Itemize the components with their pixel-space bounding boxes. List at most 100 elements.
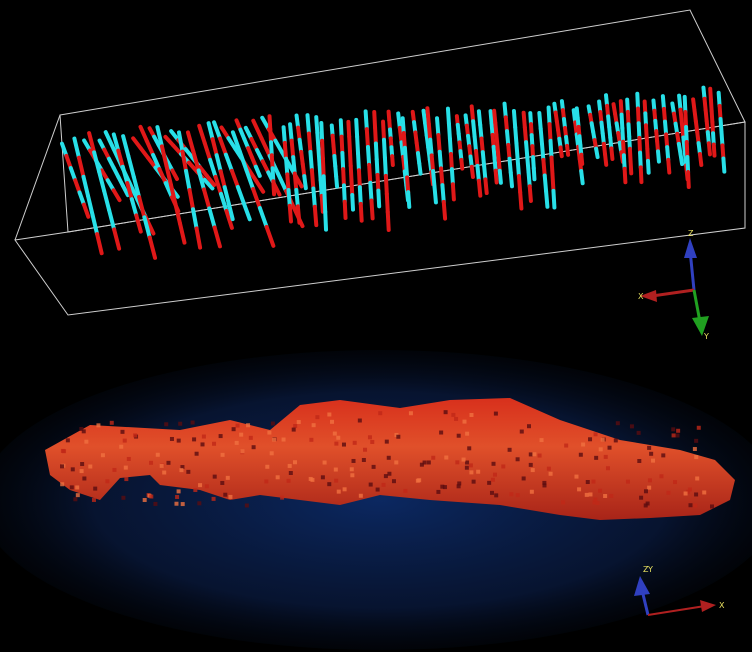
- drillhole-segment: [440, 152, 441, 169]
- voxel: [694, 492, 698, 496]
- voxel: [494, 412, 498, 416]
- drillhole-segment: [526, 142, 527, 157]
- drillhole-segment: [273, 181, 274, 194]
- voxel: [647, 486, 651, 490]
- voxel: [382, 483, 386, 487]
- voxel: [293, 424, 297, 428]
- drillhole-segment: [567, 146, 568, 155]
- drillhole-segment: [378, 191, 379, 207]
- voxel: [639, 496, 643, 500]
- voxel: [327, 482, 331, 486]
- drillhole-segment: [323, 159, 324, 177]
- voxel: [198, 483, 202, 487]
- voxel: [160, 464, 164, 468]
- voxel: [143, 498, 147, 502]
- drillhole-segment: [681, 110, 682, 124]
- voxel: [174, 502, 178, 506]
- voxel: [96, 423, 100, 427]
- drillhole-segment: [461, 160, 462, 169]
- voxel: [164, 422, 168, 426]
- drillhole-segment: [296, 190, 298, 206]
- voxel: [462, 420, 466, 424]
- drillhole-segment: [284, 127, 285, 143]
- drillhole-segment: [520, 192, 521, 208]
- voxel: [219, 434, 223, 438]
- voxel: [228, 495, 232, 499]
- voxel: [246, 423, 250, 427]
- drillhole-segment: [475, 136, 476, 151]
- voxel: [334, 442, 338, 446]
- drillhole-segment: [316, 117, 317, 133]
- drillhole-segment: [419, 163, 420, 173]
- voxel: [444, 456, 448, 460]
- drillhole-segment: [507, 131, 508, 145]
- voxel: [697, 426, 701, 430]
- voxel: [334, 479, 338, 483]
- drillhole-segment: [581, 155, 582, 164]
- voxel: [289, 471, 293, 475]
- drillhole-segment: [437, 118, 438, 135]
- voxel: [350, 467, 354, 471]
- voxel: [323, 461, 327, 465]
- voxel: [82, 429, 86, 433]
- drillhole-segment: [479, 111, 480, 125]
- drillhole-segment: [290, 206, 291, 222]
- voxel: [579, 453, 583, 457]
- drillhole-segment: [321, 180, 322, 196]
- drillhole-segment: [624, 155, 625, 169]
- voxel: [236, 424, 240, 428]
- drillhole-segment: [350, 151, 351, 166]
- voxel: [462, 458, 466, 462]
- voxel: [264, 479, 268, 483]
- drillhole-segment: [341, 120, 342, 136]
- drillhole-segment: [552, 157, 553, 174]
- voxel: [212, 442, 216, 446]
- voxel: [270, 451, 274, 455]
- voxel: [267, 431, 271, 435]
- voxel: [179, 468, 183, 472]
- drillhole-segment: [631, 161, 632, 173]
- voxel: [76, 493, 80, 497]
- drillhole-segment: [479, 181, 480, 196]
- drillhole-segment: [285, 143, 286, 159]
- drillhole-segment: [688, 172, 689, 187]
- voxel: [334, 468, 338, 472]
- voxel: [156, 453, 160, 457]
- voxel: [454, 417, 458, 421]
- voxel: [221, 453, 225, 457]
- voxel: [492, 462, 496, 466]
- drillhole-segment: [451, 154, 452, 169]
- voxel: [493, 473, 497, 477]
- voxel: [465, 466, 469, 470]
- voxel: [170, 437, 174, 441]
- drillhole-segment: [450, 139, 451, 154]
- voxel: [585, 493, 589, 497]
- drillhole-segment: [561, 147, 562, 156]
- voxel: [353, 441, 357, 445]
- drillhole-segment: [641, 167, 642, 182]
- drillhole-segment: [519, 176, 520, 192]
- drillhole-segment: [516, 144, 517, 160]
- drillhole-segment: [551, 141, 552, 158]
- drillhole-segment: [625, 169, 626, 183]
- voxel: [588, 492, 592, 496]
- drillhole-segment: [500, 171, 501, 183]
- voxel: [71, 467, 75, 471]
- voxel: [516, 493, 520, 497]
- drillhole-segment: [376, 143, 377, 159]
- drillhole-segment: [427, 108, 428, 124]
- voxel: [637, 431, 641, 435]
- drillhole-segment: [622, 115, 623, 129]
- voxel: [616, 421, 620, 425]
- voxel: [92, 498, 96, 502]
- voxel: [648, 478, 652, 482]
- voxel: [265, 465, 269, 469]
- drillhole-segment: [514, 111, 515, 127]
- drillhole-segment: [546, 191, 547, 207]
- drillhole-segment: [388, 212, 389, 230]
- voxel: [516, 457, 520, 461]
- voxel: [684, 491, 688, 495]
- voxel: [378, 411, 382, 415]
- drillhole-segment: [472, 106, 473, 121]
- drillhole-segment: [510, 159, 511, 173]
